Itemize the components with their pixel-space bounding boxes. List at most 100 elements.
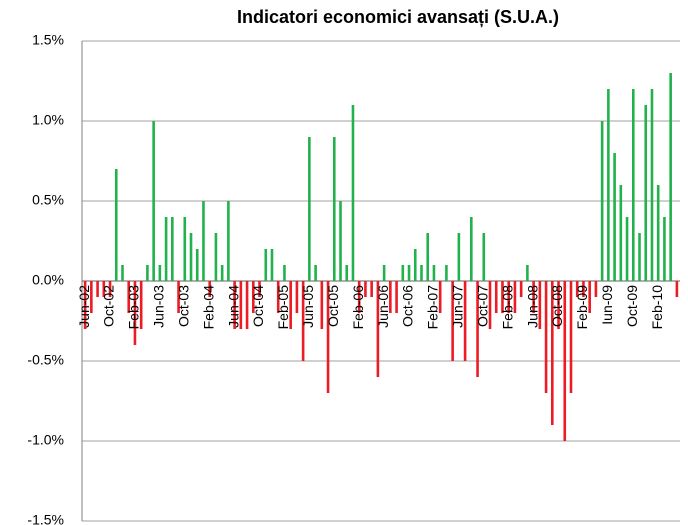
bar (557, 281, 560, 329)
bar (339, 201, 342, 281)
bar (295, 281, 299, 313)
bar (476, 281, 479, 377)
bar (233, 281, 236, 329)
bar (538, 281, 542, 329)
bar (544, 281, 548, 393)
y-tick-label: 0.5% (32, 192, 64, 208)
bar (195, 249, 199, 281)
bar (656, 185, 660, 281)
bar (264, 249, 268, 281)
bar (650, 89, 654, 281)
y-tick-label: -0.5% (27, 352, 64, 368)
bar (675, 281, 679, 297)
bar (183, 217, 187, 281)
bar (445, 265, 448, 281)
x-tick-label: Oct-04 (250, 285, 266, 327)
bar (202, 201, 205, 281)
chart-title: Indicatori economici avansați (S.U.A.) (237, 7, 559, 27)
bar (532, 281, 535, 313)
bar (320, 281, 324, 329)
bar (482, 233, 486, 281)
bar (413, 249, 417, 281)
bar (90, 281, 93, 313)
y-tick-label: 0.0% (32, 272, 64, 288)
bar (526, 265, 529, 281)
y-tick-label: -1.5% (27, 512, 64, 525)
bar (519, 281, 523, 297)
bar (501, 281, 504, 313)
bar (258, 281, 261, 297)
bar (451, 281, 454, 361)
x-tick-label: Jun-05 (300, 285, 316, 328)
x-tick-label: Feb-08 (499, 285, 515, 330)
x-tick-label: Feb-05 (275, 285, 291, 330)
bar (613, 153, 616, 281)
x-tick-label: Feb-06 (350, 285, 366, 330)
bar (245, 281, 249, 329)
bar (189, 233, 193, 281)
x-tick-label: Jun-04 (225, 285, 241, 328)
bar (644, 105, 648, 281)
bar (127, 281, 131, 313)
bar (283, 265, 286, 281)
x-tick-label: Feb-04 (200, 285, 216, 330)
bar (494, 281, 498, 313)
bar (575, 281, 579, 297)
bar (638, 233, 641, 281)
x-tick-label: Oct-08 (549, 285, 565, 327)
bar (326, 281, 330, 393)
bar (488, 281, 492, 329)
bar (351, 105, 355, 281)
y-tick-label: 1.0% (32, 112, 64, 128)
bar (301, 281, 305, 361)
x-tick-label: Feb-10 (649, 285, 665, 330)
bar (171, 217, 174, 281)
bar (382, 265, 386, 281)
bar (114, 169, 118, 281)
bar (663, 217, 666, 281)
bar (426, 233, 430, 281)
bar (332, 137, 336, 281)
x-tick-label: Jun-03 (151, 285, 167, 328)
x-tick-label: Oct-09 (624, 285, 640, 327)
bar (252, 281, 255, 313)
bar (631, 89, 635, 281)
bar (121, 265, 124, 281)
bar (270, 249, 274, 281)
bar (208, 281, 211, 297)
bar (364, 281, 367, 297)
bar (513, 281, 517, 313)
bar (470, 217, 473, 281)
x-tick-label: Feb-03 (126, 285, 142, 330)
bar (276, 281, 280, 313)
x-tick-label: Oct-07 (474, 285, 490, 327)
bar (158, 265, 162, 281)
x-tick-label: Oct-06 (400, 285, 416, 327)
x-tick-label: Oct-02 (101, 285, 117, 327)
bar (314, 265, 317, 281)
bar (625, 217, 629, 281)
bar (152, 121, 155, 281)
x-tick-label: Jun-07 (450, 285, 466, 328)
bar (227, 201, 230, 281)
bar (507, 281, 510, 313)
bar (239, 281, 243, 329)
bar (563, 281, 567, 441)
x-tick-label: Jun-06 (375, 285, 391, 328)
y-tick-label: 1.5% (32, 32, 64, 48)
bar (600, 121, 604, 281)
bar (594, 281, 598, 297)
bar (308, 137, 311, 281)
bar (457, 233, 461, 281)
bar (438, 281, 442, 313)
x-tick-label: Feb-07 (425, 285, 441, 330)
bar (164, 217, 168, 281)
bar (83, 281, 87, 329)
bar (420, 265, 423, 281)
x-tick-label: Iun-09 (599, 285, 615, 325)
bar (102, 281, 106, 297)
bar (389, 281, 392, 313)
bar (607, 89, 610, 281)
x-tick-label: Feb-09 (574, 285, 590, 330)
